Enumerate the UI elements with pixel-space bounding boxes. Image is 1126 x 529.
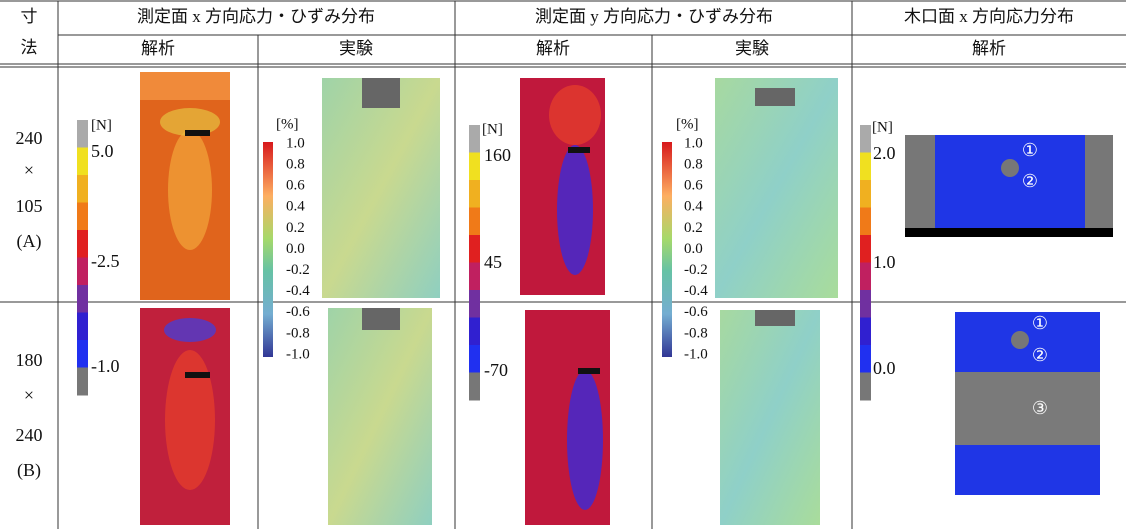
legend-unit: [N]: [872, 119, 893, 135]
colorbar-segment: [77, 313, 88, 341]
legend-label: -0.6: [286, 304, 310, 320]
colorbar-segment: [469, 180, 480, 208]
legend-label: 45: [484, 252, 502, 272]
legend-label: -0.2: [684, 262, 708, 278]
colorbar-segment: [77, 175, 88, 203]
colorbar-segment: [469, 373, 480, 401]
size-label: (A): [17, 231, 42, 252]
size-label: 180: [16, 350, 43, 370]
colorbar-segment: [860, 373, 871, 401]
legend-label: 0.6: [286, 178, 305, 194]
legend-label: 1.0: [684, 135, 703, 151]
legend-label: 1.0: [286, 135, 305, 151]
legend-unit: [N]: [91, 117, 112, 133]
size-label: 240: [16, 128, 43, 148]
colorbar-segment: [860, 180, 871, 208]
colorbar-segment: [77, 203, 88, 231]
colorbar-segment: [77, 340, 88, 368]
sub-header: 実験: [735, 39, 769, 58]
colorbar-segment: [469, 263, 480, 291]
colorbar-segment: [77, 368, 88, 396]
marker-label: ②: [1032, 345, 1048, 365]
colorbar-segment: [77, 120, 88, 148]
figure-table: 寸法 測定面 x 方向応力・ひずみ分布 測定面 y 方向応力・ひずみ分布 木口面 x …: [0, 0, 1126, 529]
legend-label: 0.0: [873, 358, 896, 378]
marker-label: ①: [1032, 313, 1048, 333]
legend-label: 0.4: [286, 199, 305, 215]
size-header: 寸: [21, 7, 38, 26]
legend-unit: [%]: [276, 116, 299, 132]
legend-label: -70: [484, 360, 508, 380]
colorbar-segment: [469, 153, 480, 181]
colorbar: [662, 142, 672, 357]
colorbar: [263, 142, 273, 357]
sub-header: 解析: [972, 39, 1006, 58]
size-label: (B): [17, 460, 41, 481]
colorbar-segment: [469, 208, 480, 236]
legend-label: 0.6: [684, 178, 703, 194]
colorbar-segment: [860, 235, 871, 263]
marker-label: ②: [1022, 171, 1038, 191]
legend-label: -0.4: [286, 283, 310, 299]
colorbar-segment: [860, 263, 871, 291]
legend-label: -2.5: [91, 251, 120, 271]
colorbar-segment: [77, 285, 88, 313]
legend-label: 0.2: [286, 220, 305, 236]
legend-unit: [N]: [482, 121, 503, 137]
colorbar-segment: [77, 258, 88, 286]
colorbar-segment: [860, 318, 871, 346]
colorbar-segment: [860, 290, 871, 318]
colorbar-segment: [860, 345, 871, 373]
colorbar-segment: [860, 153, 871, 181]
legend-label: -0.4: [684, 283, 708, 299]
colorbar-segment: [77, 148, 88, 176]
size-label: ×: [24, 160, 34, 180]
group-header: 測定面 x 方向応力・ひずみ分布: [137, 7, 375, 26]
group-header: 木口面 x 方向応力分布: [904, 7, 1074, 26]
legend-label: -0.8: [684, 325, 708, 341]
group-header: 測定面 y 方向応力・ひずみ分布: [535, 7, 773, 26]
colorbar-segment: [860, 125, 871, 153]
colorbar-segment: [469, 345, 480, 373]
colorbar-segment: [469, 235, 480, 263]
sub-header: 実験: [339, 39, 373, 58]
legend-label: -1.0: [684, 346, 708, 362]
colorbar-segment: [469, 125, 480, 153]
legend-label: 0.0: [286, 241, 305, 257]
size-label: ×: [24, 385, 34, 405]
legend-label: -1.0: [286, 346, 310, 362]
legend-label: 0.8: [286, 157, 305, 173]
colorbar-segment: [860, 208, 871, 236]
legend-label: 5.0: [91, 141, 114, 161]
legend-label: -0.8: [286, 325, 310, 341]
legend-label: 2.0: [873, 143, 896, 163]
size-label: 105: [16, 196, 43, 216]
legend-label: 0.8: [684, 157, 703, 173]
colorbar-segment: [77, 230, 88, 258]
legend-label: 0.0: [684, 241, 703, 257]
legend-label: 160: [484, 145, 511, 165]
legend-label: -0.6: [684, 304, 708, 320]
legend-label: -0.2: [286, 262, 310, 278]
sub-header: 解析: [141, 39, 175, 58]
legend-unit: [%]: [676, 116, 699, 132]
legend-label: -1.0: [91, 356, 120, 376]
legend-label: 0.2: [684, 220, 703, 236]
size-label: 240: [16, 425, 43, 445]
legend-label: 1.0: [873, 252, 896, 272]
colorbar-segment: [469, 318, 480, 346]
marker-label: ③: [1032, 398, 1048, 418]
colorbar-segment: [469, 290, 480, 318]
size-header: 法: [21, 38, 38, 57]
marker-label: ①: [1022, 140, 1038, 160]
sub-header: 解析: [536, 39, 570, 58]
legend-label: 0.4: [684, 199, 703, 215]
